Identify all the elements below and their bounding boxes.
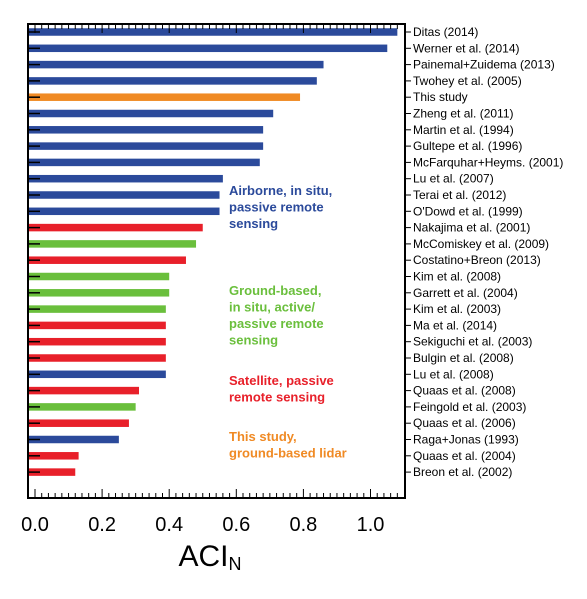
- bar: [28, 174, 223, 183]
- category-label: Zheng et al. (2011): [413, 107, 514, 121]
- legend-text: Ground-based,: [229, 283, 321, 298]
- legend-text: This study,: [229, 429, 297, 444]
- x-axis-title-main: ACI: [178, 540, 229, 573]
- category-label: Lu et al. (2008): [413, 367, 494, 381]
- legend-text: ground-based lidar: [229, 446, 347, 461]
- bar: [28, 468, 76, 476]
- legend-text: remote sensing: [229, 390, 325, 405]
- bar: [28, 272, 170, 281]
- bar: [28, 419, 129, 427]
- bar: [28, 305, 166, 313]
- legend-text: passive remote: [229, 316, 324, 331]
- category-label: McFarquhar+Heyms. (2001): [413, 155, 563, 169]
- bar: [28, 240, 197, 248]
- x-tick-label: 0.2: [88, 514, 116, 536]
- bar: [28, 28, 398, 36]
- category-label: O'Dowd et al. (1999): [413, 204, 523, 218]
- bar: [28, 109, 274, 118]
- category-label: Ditas (2014): [413, 25, 478, 39]
- bar: [28, 191, 220, 199]
- category-label: Quaas et al. (2008): [413, 384, 516, 398]
- bar: [28, 289, 170, 297]
- category-label: Terai et al. (2012): [413, 188, 506, 202]
- bar: [28, 435, 119, 444]
- bar: [28, 452, 79, 460]
- bar: [28, 337, 166, 346]
- legend-text: Airborne, in situ,: [229, 183, 332, 198]
- x-axis-title: ACIN: [150, 540, 270, 575]
- category-label: Lu et al. (2007): [413, 172, 494, 186]
- category-label: Kim et al. (2008): [413, 270, 501, 284]
- category-label: Feingold et al. (2003): [413, 400, 526, 414]
- legend-text: in situ, active/: [229, 300, 315, 315]
- category-label: McComiskey et al. (2009): [413, 237, 549, 251]
- category-label: Twohey et al. (2005): [413, 74, 522, 88]
- category-label: Costatino+Breon (2013): [413, 253, 541, 267]
- legend-text: sensing: [229, 216, 278, 231]
- bar: [28, 142, 264, 150]
- category-label: Raga+Jonas (1993): [413, 433, 519, 447]
- category-label: Painemal+Zuidema (2013): [413, 58, 555, 72]
- legend: Airborne, in situ,passive remotesensingG…: [229, 183, 347, 461]
- bars-layer: [28, 28, 398, 476]
- category-labels: Ditas (2014) Werner et al. (2014) Painemal…: [405, 25, 563, 479]
- bar: [28, 321, 166, 330]
- x-tick-label: 0.6: [222, 514, 250, 536]
- bar: [28, 256, 186, 264]
- x-axis-title-subscript: N: [228, 554, 242, 575]
- bar: [28, 126, 264, 134]
- bar: [28, 223, 203, 232]
- bar: [28, 370, 166, 379]
- category-label: Werner et al. (2014): [413, 41, 520, 55]
- bar: [28, 44, 388, 53]
- category-label: Ma et al. (2014): [413, 318, 497, 332]
- x-tick-label: 0.8: [289, 514, 317, 536]
- category-label: Breon et al. (2002): [413, 465, 512, 479]
- legend-text: sensing: [229, 333, 278, 348]
- category-label: Martin et al. (1994): [413, 123, 514, 137]
- bar: [28, 207, 220, 216]
- bar: [28, 93, 301, 101]
- category-label: Quaas et al. (2006): [413, 416, 516, 430]
- category-label: Nakajima et al. (2001): [413, 221, 530, 235]
- category-label: Sekiguchi et al. (2003): [413, 335, 532, 349]
- legend-text: Satellite, passive: [229, 373, 334, 388]
- bar: [28, 403, 136, 411]
- category-label: Bulgin et al. (2008): [413, 351, 514, 365]
- bar: [28, 354, 166, 362]
- category-label: Quaas et al. (2004): [413, 449, 516, 463]
- category-label: This study: [413, 90, 468, 104]
- category-label: Kim et al. (2003): [413, 302, 501, 316]
- bar: [28, 77, 317, 85]
- error-ticks-layer: [28, 31, 40, 473]
- x-tick-label: 0.0: [21, 514, 49, 536]
- x-tick-label: 1.0: [357, 514, 385, 536]
- bar: [28, 386, 140, 395]
- bar: [28, 158, 260, 167]
- category-label: Gultepe et al. (1996): [413, 139, 522, 153]
- legend-text: passive remote: [229, 200, 324, 215]
- x-axis: 0.0 0.2 0.4 0.6 0.8 1.0: [21, 24, 398, 536]
- x-tick-label: 0.4: [155, 514, 183, 536]
- bar: [28, 60, 324, 69]
- category-label: Garrett et al. (2004): [413, 286, 518, 300]
